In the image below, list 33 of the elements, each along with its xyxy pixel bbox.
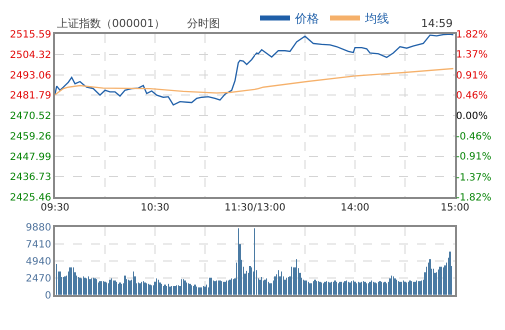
text: 0.00% (456, 111, 488, 122)
y-tick-label: 2470.52 (10, 111, 52, 122)
text: 14:59 (421, 17, 453, 30)
text: -0.91% (456, 152, 492, 163)
x-tick-label: 14:00 (340, 202, 370, 214)
y-tick-label: 2470 (26, 273, 52, 284)
chart-subtitle: 分时图 (187, 17, 220, 30)
y-tick-label: 2481.79 (10, 90, 52, 102)
y-tick-label: 7410 (26, 240, 52, 250)
x-tick-label: 11:30/13:00 (224, 202, 286, 214)
text: 1.37% (456, 50, 488, 61)
text: -1.82% (456, 192, 492, 204)
text: -1.37% (456, 172, 492, 184)
text: -0.46% (456, 132, 492, 143)
y-tick-label: 2459.26 (10, 131, 52, 142)
text: 1.82% (456, 30, 488, 41)
text: 0.46% (456, 90, 488, 102)
y-tick-label: 9880 (26, 222, 52, 234)
y-tick-label: 2515.59 (10, 30, 52, 41)
y-tick-label: 4940 (26, 256, 52, 268)
y-tick-label: 0 (44, 290, 52, 302)
y-tick-label: 2436.73 (10, 172, 52, 184)
legend-label: 均线 (364, 12, 389, 26)
y-tick-label: 2493.06 (10, 70, 52, 82)
x-tick-label: 10:30 (140, 202, 170, 214)
x-tick-label: 09:30 (40, 202, 70, 214)
text: 0.91% (456, 70, 488, 82)
x-tick-label: 15:00 (440, 202, 470, 214)
y-tick-label: 2504.32 (10, 50, 52, 61)
y-tick-label: 2425.46 (10, 192, 52, 204)
legend-label: 价格 (294, 12, 319, 26)
chart-title: 上证指数（000001） (57, 17, 165, 30)
y-tick-label: 2447.99 (10, 152, 52, 163)
